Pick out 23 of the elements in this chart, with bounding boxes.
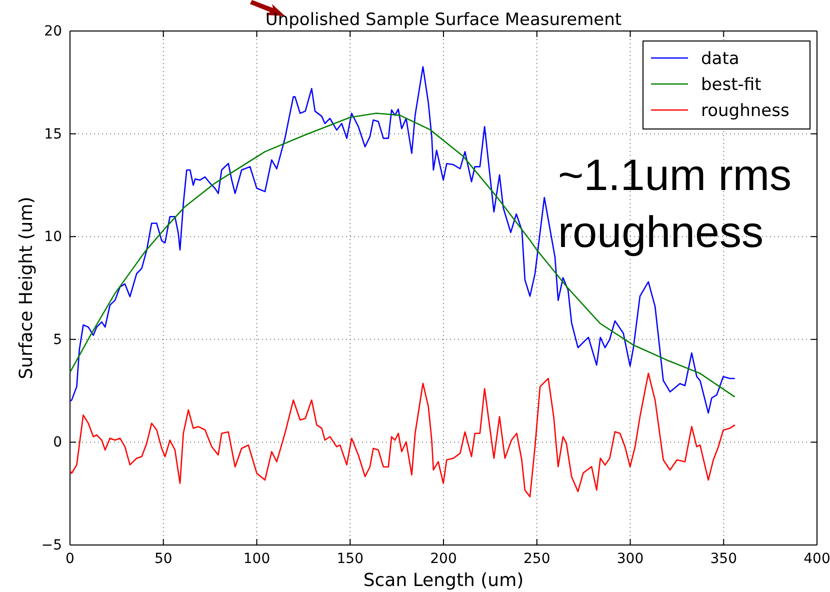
x-tick-label: 300	[616, 550, 644, 567]
y-tick-label: −5	[41, 537, 62, 554]
chart-title: Unpolished Sample Surface Measurement	[265, 10, 622, 30]
x-tick-label: 350	[710, 550, 737, 567]
y-tick-label: 20	[44, 23, 62, 40]
y-axis-title: Surface Height (um)	[16, 196, 37, 380]
y-tick-label: 0	[53, 434, 62, 451]
x-axis-title: Scan Length (um)	[363, 570, 524, 591]
y-tick-label: 5	[53, 332, 62, 348]
x-tick-label: 200	[430, 550, 457, 567]
legend-label: roughness	[701, 101, 790, 121]
x-tick-label: 150	[336, 550, 364, 567]
x-tick-label: 0	[66, 550, 74, 567]
line-series	[69, 372, 736, 498]
legend-label: best-fit	[701, 75, 762, 95]
y-tick-label: 15	[44, 126, 62, 142]
legend-label: data	[701, 49, 740, 69]
x-tick-label: 100	[243, 550, 270, 567]
annotation: ~1.1um rms roughness	[558, 151, 792, 257]
x-tick-label: 50	[154, 550, 172, 567]
y-tick-label: 10	[44, 229, 62, 246]
x-tick-label: 250	[524, 550, 550, 567]
x-tick-label: 400	[804, 550, 830, 567]
